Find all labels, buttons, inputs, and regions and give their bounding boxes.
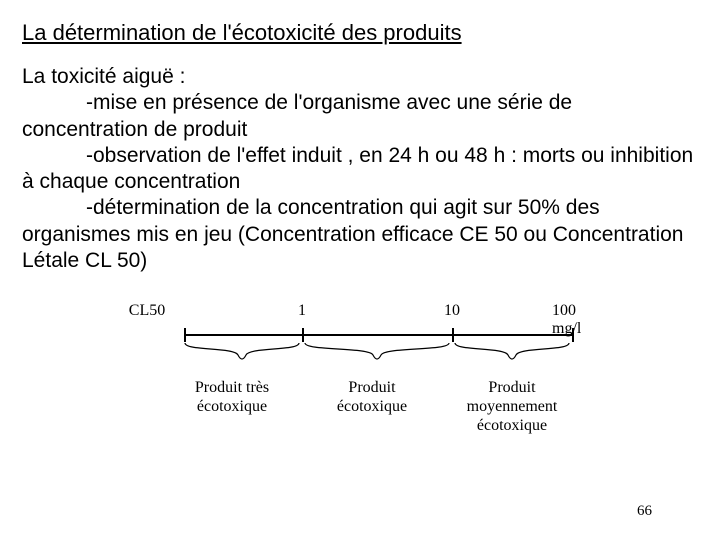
scale-diagram: CL50 1 10 100 mg/l Produit très écotoxiq… (122, 302, 612, 424)
tick-0 (302, 328, 304, 342)
bullet-3: -détermination de la concentration qui a… (22, 196, 683, 272)
tick-1 (452, 328, 454, 342)
axis-label: CL50 (129, 302, 165, 320)
scale-labels-row: CL50 1 10 100 mg/l (122, 302, 612, 324)
category-1: Produit écotoxique (337, 378, 407, 416)
body-text: La toxicité aiguë : -mise en présence de… (22, 64, 698, 274)
category-0: Produit très écotoxique (195, 378, 269, 416)
bullet-1: -mise en présence de l'organisme avec un… (22, 91, 572, 140)
tick-label-1: 10 (444, 302, 460, 320)
bullet-2: -observation de l'effet induit , en 24 h… (22, 144, 693, 193)
section-heading: La toxicité aiguë : (22, 65, 185, 88)
page-title: La détermination de l'écotoxicité des pr… (22, 20, 698, 46)
tick-label-0: 1 (298, 302, 306, 320)
brace-0 (184, 341, 300, 367)
tick-2 (572, 328, 574, 342)
page-number: 66 (637, 503, 652, 520)
brace-1 (304, 341, 450, 367)
category-2: Produit moyennement écotoxique (467, 378, 558, 436)
tick-start (184, 328, 186, 342)
axis-line (184, 334, 572, 336)
brace-row (122, 344, 612, 372)
category-labels: Produit très écotoxique Produit écotoxiq… (122, 378, 612, 424)
brace-2 (454, 341, 570, 367)
